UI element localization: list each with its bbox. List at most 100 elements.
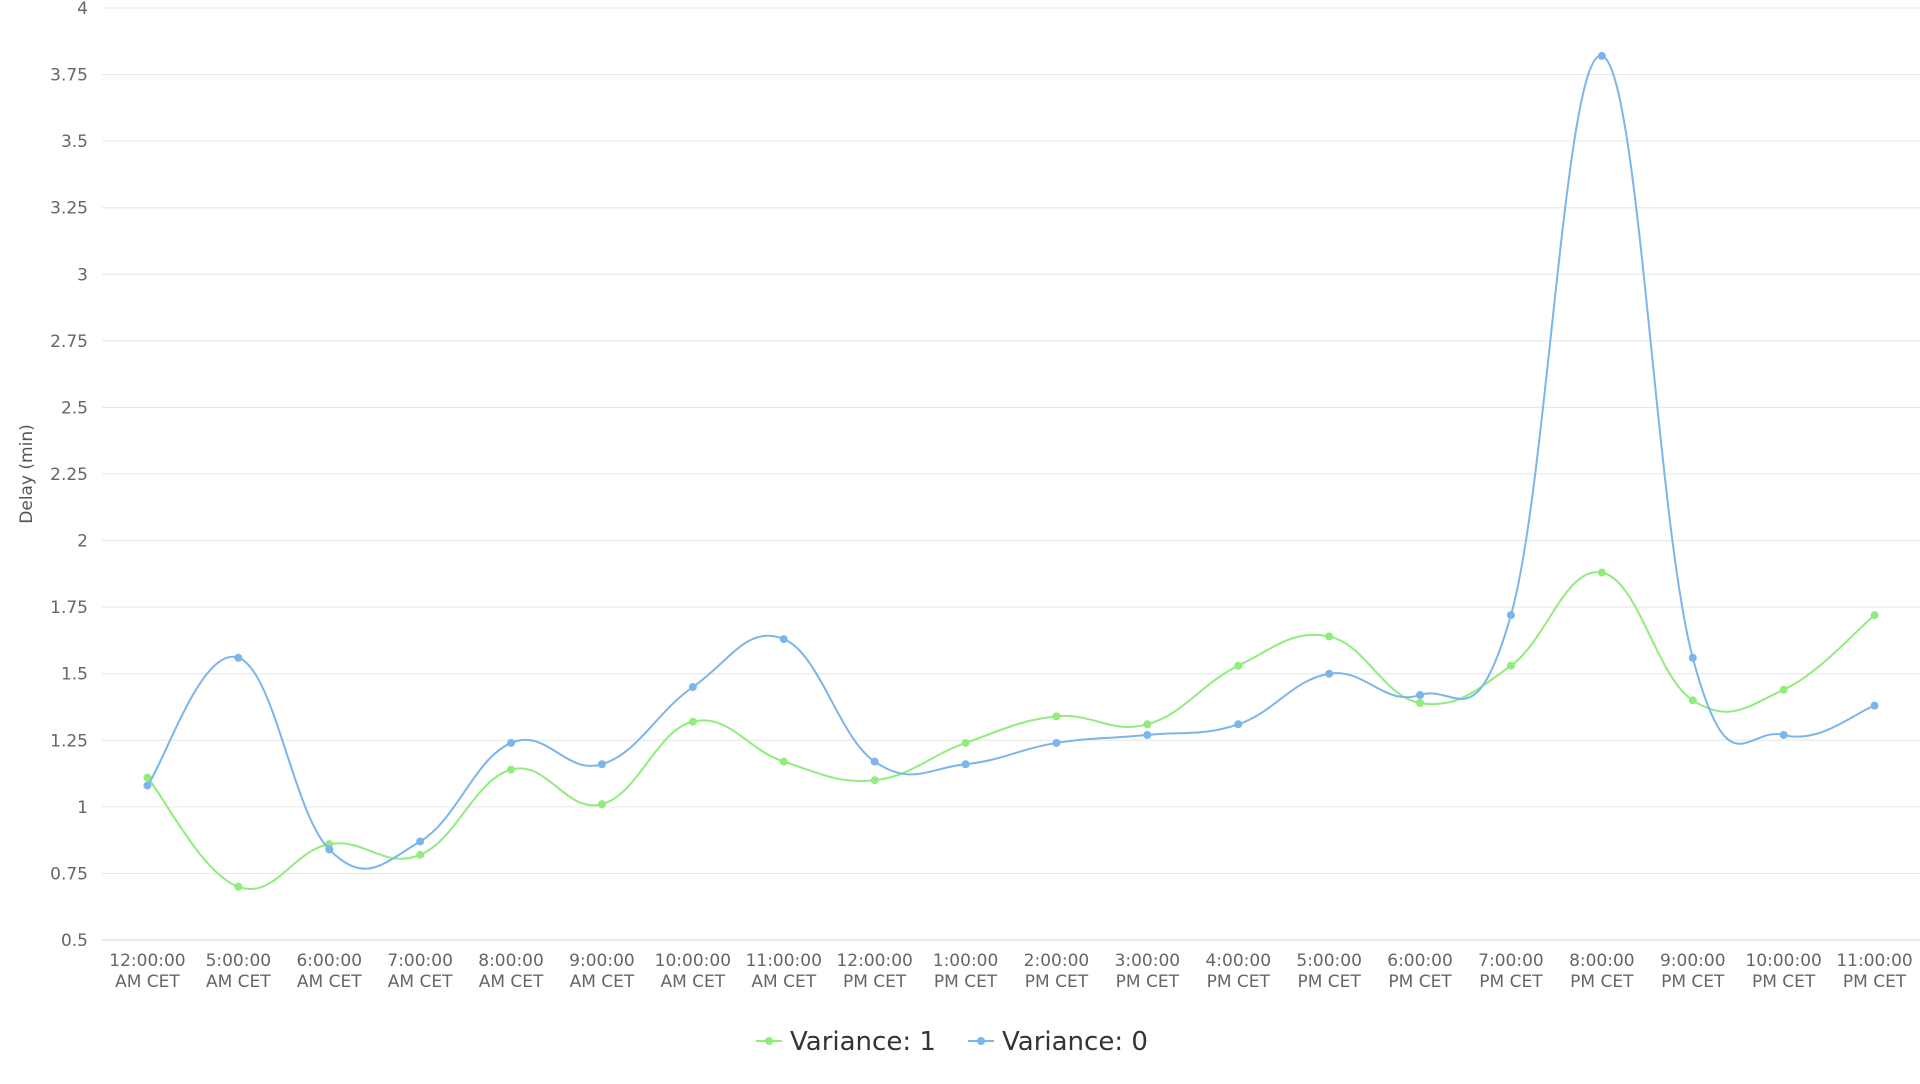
x-tick-label: 12:00:00 PM CET xyxy=(836,951,912,992)
data-point[interactable] xyxy=(325,845,334,854)
data-point[interactable] xyxy=(870,757,879,766)
y-axis: 0.5 0.75 1 1.25 1.5 1.75 2 2.25 2.5 2.75 3 3.25 3.5 3… xyxy=(50,0,88,951)
y-tick-label: 0.5 xyxy=(61,931,88,951)
data-point[interactable] xyxy=(1779,730,1788,739)
data-point[interactable] xyxy=(1688,696,1697,705)
x-tick-label: 6:00:00 AM CET xyxy=(296,951,362,992)
data-point[interactable] xyxy=(1052,738,1061,747)
legend-label: Variance: 1 xyxy=(790,1027,936,1057)
x-tick-label: 10:00:00 AM CET xyxy=(655,951,731,992)
legend-symbol-marker xyxy=(977,1037,985,1045)
data-point[interactable] xyxy=(1052,712,1061,721)
x-tick-label-line: 7:00:00 xyxy=(387,951,453,971)
legend-item[interactable]: Variance: 0 xyxy=(968,1027,1148,1057)
data-point[interactable] xyxy=(597,760,606,769)
x-tick-label-line: PM CET xyxy=(1297,972,1361,992)
x-tick-label: 5:00:00 AM CET xyxy=(206,951,272,992)
x-tick-label-line: 2:00:00 xyxy=(1024,951,1090,971)
legend[interactable]: Variance: 1 Variance: 0 xyxy=(756,1027,1148,1057)
x-tick-label-line: AM CET xyxy=(297,972,362,992)
data-point[interactable] xyxy=(1416,691,1425,700)
x-tick-label-line: 9:00:00 xyxy=(569,951,635,971)
data-point[interactable] xyxy=(870,776,879,785)
x-tick-label-line: PM CET xyxy=(1843,972,1907,992)
data-point[interactable] xyxy=(1597,51,1606,60)
x-tick-label: 5:00:00 PM CET xyxy=(1296,951,1362,992)
y-tick-label: 1.25 xyxy=(50,731,88,751)
x-tick-label: 1:00:00 PM CET xyxy=(933,951,999,992)
data-point[interactable] xyxy=(1779,685,1788,694)
x-tick-label-line: PM CET xyxy=(843,972,907,992)
series-0 xyxy=(143,568,1879,891)
data-point[interactable] xyxy=(779,635,788,644)
data-point[interactable] xyxy=(234,653,243,662)
x-tick-label: 9:00:00 AM CET xyxy=(569,951,635,992)
y-tick-label: 3.25 xyxy=(50,199,88,219)
x-tick-label-line: AM CET xyxy=(115,972,180,992)
x-tick-label-line: 1:00:00 xyxy=(933,951,999,971)
x-tick-label-line: PM CET xyxy=(1479,972,1543,992)
x-tick-label-line: 11:00:00 xyxy=(746,951,822,971)
y-tick-label: 3 xyxy=(77,265,88,285)
data-point[interactable] xyxy=(1870,611,1879,620)
data-point[interactable] xyxy=(507,738,516,747)
x-tick-label: 10:00:00 PM CET xyxy=(1745,951,1821,992)
data-point[interactable] xyxy=(1143,720,1152,729)
x-tick-label: 2:00:00 PM CET xyxy=(1024,951,1090,992)
x-tick-label-line: 8:00:00 xyxy=(478,951,544,971)
y-tick-label: 0.75 xyxy=(50,864,88,884)
series-1 xyxy=(143,51,1879,870)
data-point[interactable] xyxy=(1506,661,1515,670)
y-tick-label: 1.5 xyxy=(61,665,88,685)
data-point[interactable] xyxy=(416,837,425,846)
x-tick-label-line: 5:00:00 xyxy=(1296,951,1362,971)
series-line xyxy=(146,54,1875,870)
y-tick-label: 2.75 xyxy=(50,332,88,352)
data-point[interactable] xyxy=(961,760,970,769)
data-point[interactable] xyxy=(1325,669,1334,678)
x-tick-label: 12:00:00 AM CET xyxy=(109,951,185,992)
series-lines xyxy=(143,51,1879,891)
data-point[interactable] xyxy=(234,882,243,891)
data-point[interactable] xyxy=(961,738,970,747)
data-point[interactable] xyxy=(597,800,606,809)
data-point[interactable] xyxy=(1234,720,1243,729)
data-point[interactable] xyxy=(416,850,425,859)
y-tick-label: 2.5 xyxy=(61,398,88,418)
data-point[interactable] xyxy=(143,781,152,790)
data-point[interactable] xyxy=(1325,632,1334,641)
y-tick-label: 2 xyxy=(77,532,88,552)
x-tick-label-line: PM CET xyxy=(1116,972,1180,992)
data-point[interactable] xyxy=(688,717,697,726)
x-tick-label: 6:00:00 PM CET xyxy=(1387,951,1453,992)
x-tick-label-line: 10:00:00 xyxy=(1745,951,1821,971)
legend-item[interactable]: Variance: 1 xyxy=(756,1027,936,1057)
x-tick-label-line: AM CET xyxy=(751,972,816,992)
x-tick-label-line: 5:00:00 xyxy=(206,951,272,971)
x-tick-label-line: 3:00:00 xyxy=(1115,951,1181,971)
x-tick-label: 7:00:00 AM CET xyxy=(387,951,453,992)
y-tick-label: 4 xyxy=(77,0,88,19)
data-point[interactable] xyxy=(1688,653,1697,662)
x-tick-label-line: 4:00:00 xyxy=(1205,951,1271,971)
data-point[interactable] xyxy=(1143,730,1152,739)
data-point[interactable] xyxy=(1234,661,1243,670)
data-point[interactable] xyxy=(1597,568,1606,577)
y-tick-label: 2.25 xyxy=(50,465,88,485)
x-tick-label-line: PM CET xyxy=(1207,972,1271,992)
data-point[interactable] xyxy=(1870,701,1879,710)
legend-label: Variance: 0 xyxy=(1002,1027,1148,1057)
x-tick-label: 4:00:00 PM CET xyxy=(1205,951,1271,992)
series-line xyxy=(146,571,1876,890)
data-point[interactable] xyxy=(143,773,152,782)
data-point[interactable] xyxy=(779,757,788,766)
data-point[interactable] xyxy=(507,765,516,774)
data-point[interactable] xyxy=(1416,699,1425,708)
x-tick-label-line: PM CET xyxy=(1661,972,1725,992)
data-point[interactable] xyxy=(688,683,697,692)
x-tick-label-line: PM CET xyxy=(1388,972,1452,992)
data-point[interactable] xyxy=(1506,611,1515,620)
